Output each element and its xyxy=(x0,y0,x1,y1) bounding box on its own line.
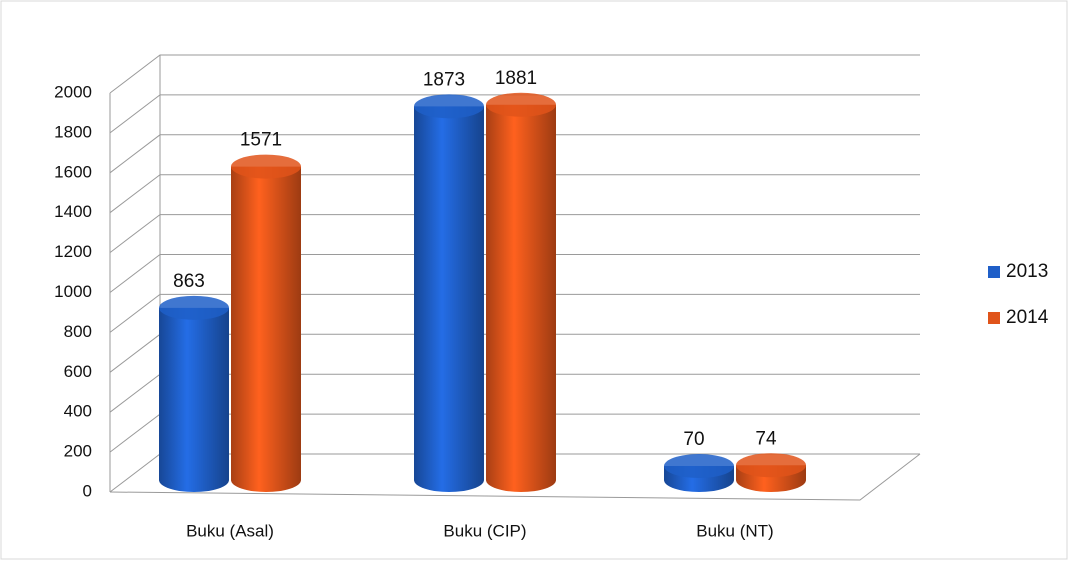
data-label: 1881 xyxy=(495,68,537,89)
data-label: 74 xyxy=(755,428,777,449)
floor xyxy=(109,453,921,501)
cylinder-top xyxy=(159,295,229,320)
y-tick-label: 400 xyxy=(64,402,92,421)
data-label: 1873 xyxy=(423,69,465,90)
cylinder-top xyxy=(664,454,734,479)
cylinder-body xyxy=(231,166,301,492)
data-label: 1571 xyxy=(240,130,282,151)
x-tick-label: Buku (Asal) xyxy=(186,521,274,540)
cylinder-top xyxy=(736,453,806,478)
y-tick-label: 200 xyxy=(64,442,92,461)
x-tick-label: Buku (NT) xyxy=(696,521,773,540)
y-tick-label: 600 xyxy=(64,362,92,381)
legend-swatch xyxy=(988,312,1000,324)
y-tick-label: 1600 xyxy=(54,162,92,181)
cylinder-body xyxy=(414,106,484,493)
y-tick-label: 1000 xyxy=(54,282,92,301)
cylinder-body xyxy=(159,307,229,492)
cylinder-body xyxy=(486,104,556,492)
y-tick-label: 0 xyxy=(83,481,92,500)
data-label: 863 xyxy=(173,271,205,292)
data-label: 70 xyxy=(683,429,704,450)
cylinder-top xyxy=(414,94,484,119)
legend-swatch xyxy=(988,266,1000,278)
legend-label: 2014 xyxy=(1006,307,1049,328)
x-tick-label: Buku (CIP) xyxy=(443,521,526,540)
y-tick-label: 800 xyxy=(64,322,92,341)
y-tick-label: 1400 xyxy=(54,202,92,221)
cylinder-top xyxy=(486,92,556,117)
legend-label: 2013 xyxy=(1006,261,1048,282)
cylinder-top xyxy=(231,154,301,179)
y-tick-label: 1800 xyxy=(54,122,92,141)
y-tick-label: 1200 xyxy=(54,242,92,261)
y-tick-label: 2000 xyxy=(54,82,92,101)
